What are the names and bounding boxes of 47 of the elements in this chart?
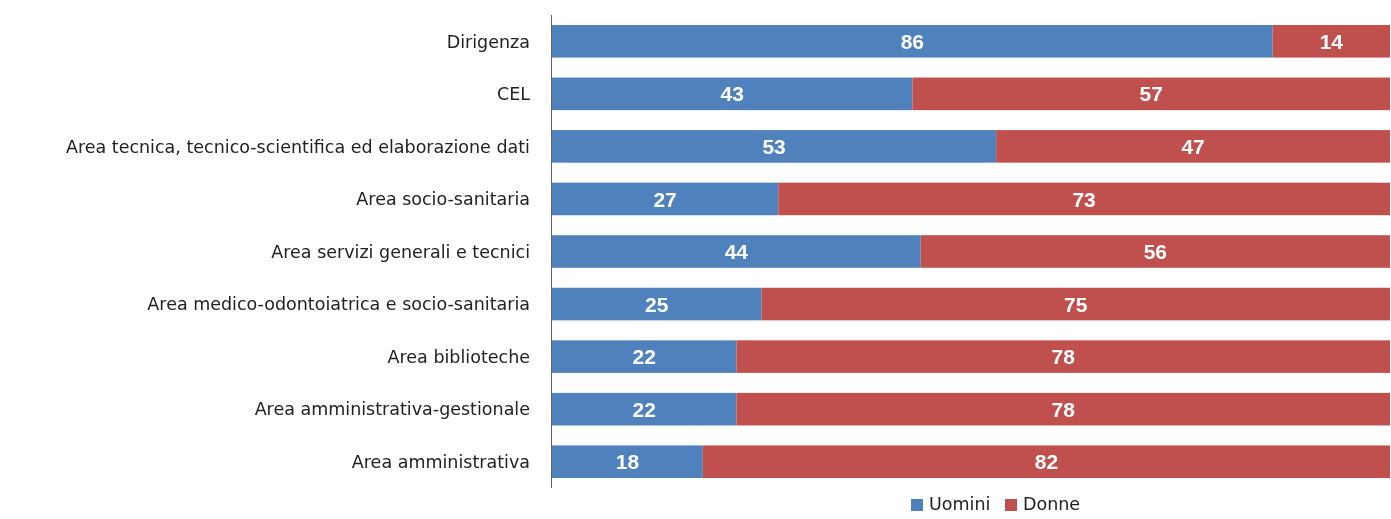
data-label: 78 xyxy=(1051,397,1076,421)
y-tick-label: Area servizi generali e tecnici xyxy=(271,241,530,262)
bar xyxy=(761,287,1390,321)
data-label: 53 xyxy=(762,134,786,158)
legend-label: Uomini xyxy=(929,494,991,514)
bar xyxy=(552,445,703,479)
data-label: 78 xyxy=(1051,345,1076,369)
data-label: 22 xyxy=(632,345,656,369)
bar xyxy=(736,392,1390,426)
bar xyxy=(736,340,1390,373)
bar xyxy=(552,182,779,216)
y-tick-label: Area medico-odontoiatrica e socio-sanitaria xyxy=(147,294,530,315)
y-tick-label: CEL xyxy=(496,84,531,105)
data-label: 47 xyxy=(1181,134,1205,158)
data-label: 44 xyxy=(724,240,749,264)
y-tick-label: Area tecnica, tecnico-scientifica ed elaborazione dati xyxy=(65,136,530,157)
data-label: 14 xyxy=(1319,29,1344,53)
bar xyxy=(552,340,737,373)
bar xyxy=(778,182,1390,216)
y-tick-label: Area amministrativa-gestionale xyxy=(254,399,530,420)
legend-label: Donne xyxy=(1023,494,1081,514)
y-tick-label: Area amministrativa xyxy=(351,452,530,473)
data-label: 56 xyxy=(1143,240,1168,264)
data-label: 57 xyxy=(1139,82,1163,106)
bar xyxy=(552,130,997,163)
bar xyxy=(552,77,913,111)
bar xyxy=(552,287,762,321)
data-label: 86 xyxy=(900,29,925,53)
data-label: 73 xyxy=(1072,187,1096,211)
bar xyxy=(552,24,1273,58)
data-label: 22 xyxy=(632,397,656,421)
y-tick-label: Area socio-sanitaria xyxy=(356,189,530,210)
data-label: 27 xyxy=(653,187,677,211)
bar xyxy=(996,130,1390,163)
data-label: 75 xyxy=(1064,292,1088,316)
bar xyxy=(920,235,1390,268)
y-tick-label: Dirigenza xyxy=(446,31,530,52)
data-label: 18 xyxy=(615,450,640,474)
data-label: 43 xyxy=(720,82,744,106)
bar xyxy=(912,77,1390,111)
bar xyxy=(552,235,921,268)
data-label: 82 xyxy=(1034,450,1059,474)
bar xyxy=(702,445,1390,479)
bar xyxy=(552,392,737,426)
bar xyxy=(1272,24,1390,58)
data-label: 25 xyxy=(645,292,669,316)
y-tick-label: Area biblioteche xyxy=(387,346,530,367)
